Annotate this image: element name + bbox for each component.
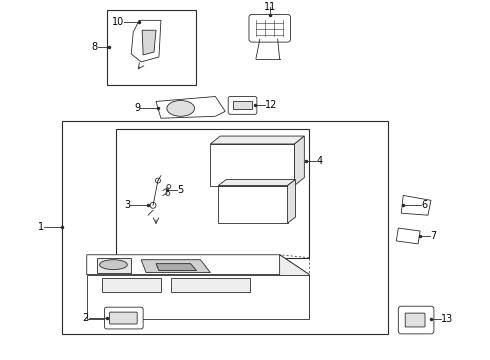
FancyBboxPatch shape	[233, 102, 252, 109]
Polygon shape	[218, 180, 295, 185]
Polygon shape	[280, 255, 309, 319]
Polygon shape	[156, 264, 196, 271]
Text: 3: 3	[124, 200, 130, 210]
Circle shape	[166, 192, 170, 195]
FancyBboxPatch shape	[405, 313, 425, 327]
Ellipse shape	[99, 260, 127, 270]
Polygon shape	[87, 275, 309, 319]
Text: 10: 10	[112, 17, 124, 27]
Text: 11: 11	[264, 3, 276, 13]
Bar	[117, 129, 309, 258]
Ellipse shape	[167, 100, 195, 116]
Polygon shape	[396, 228, 420, 244]
Polygon shape	[131, 21, 161, 62]
Polygon shape	[97, 258, 131, 273]
Text: 9: 9	[134, 103, 140, 113]
Polygon shape	[141, 260, 210, 273]
Polygon shape	[288, 180, 295, 223]
Text: 12: 12	[265, 100, 277, 111]
FancyBboxPatch shape	[104, 307, 143, 329]
FancyBboxPatch shape	[249, 14, 291, 42]
Polygon shape	[294, 136, 304, 185]
FancyBboxPatch shape	[398, 306, 434, 334]
FancyBboxPatch shape	[228, 96, 257, 114]
Circle shape	[167, 185, 171, 189]
Text: 4: 4	[316, 156, 322, 166]
Bar	[171, 278, 250, 292]
Bar	[101, 278, 161, 292]
Polygon shape	[156, 96, 225, 118]
FancyBboxPatch shape	[109, 312, 137, 324]
Text: 7: 7	[430, 231, 436, 241]
Text: 13: 13	[441, 314, 453, 324]
Bar	[210, 144, 294, 185]
Text: 5: 5	[177, 185, 183, 195]
Bar	[106, 10, 196, 85]
Text: 2: 2	[82, 313, 89, 323]
Text: 1: 1	[38, 222, 44, 232]
Text: 8: 8	[92, 42, 98, 52]
Polygon shape	[142, 30, 156, 55]
Text: 6: 6	[421, 200, 427, 210]
Polygon shape	[401, 195, 431, 215]
Bar	[218, 185, 288, 223]
Bar	[62, 121, 389, 334]
Circle shape	[150, 202, 156, 208]
Circle shape	[155, 178, 160, 183]
Polygon shape	[210, 136, 304, 144]
Polygon shape	[87, 255, 309, 275]
